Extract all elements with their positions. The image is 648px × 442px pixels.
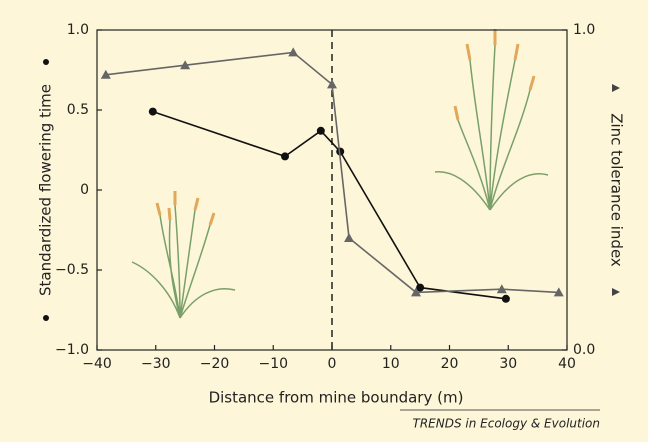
x-tick-label: −20 <box>200 356 230 372</box>
y2-axis-symbol <box>612 288 620 296</box>
marker <box>416 283 425 292</box>
y-tick-label: 1.0 <box>67 22 89 38</box>
x-tick-label: 0 <box>328 356 337 372</box>
marker <box>180 60 191 70</box>
x-tick-label: −30 <box>141 356 171 372</box>
marker <box>100 69 111 79</box>
series-line <box>105 51 559 294</box>
marker <box>148 107 157 116</box>
series-line <box>152 110 507 300</box>
marker <box>288 47 299 57</box>
marker <box>553 287 564 297</box>
marker <box>316 126 325 135</box>
x-tick-label: 10 <box>382 356 400 372</box>
y2-axis-symbol <box>612 84 620 92</box>
y-tick-label: 0 <box>80 182 89 198</box>
x-tick-label: 30 <box>499 356 517 372</box>
x-tick-label: 20 <box>441 356 459 372</box>
marker <box>327 79 337 89</box>
x-tick-label: 40 <box>558 356 576 372</box>
marker <box>496 284 507 294</box>
marker <box>281 152 289 161</box>
marker <box>411 287 422 297</box>
y-axis-symbol <box>43 315 49 321</box>
x-tick-label: −40 <box>82 356 112 372</box>
marker <box>344 233 355 242</box>
marker <box>501 294 510 303</box>
y2-tick-label: 0.0 <box>573 342 595 358</box>
x-tick-label: −10 <box>258 356 288 372</box>
x-axis-title: Distance from mine boundary (m) <box>209 389 464 407</box>
y2-tick-label: 1.0 <box>573 22 595 38</box>
y-axis-title: Standardized flowering time <box>37 84 55 296</box>
grass-illustration <box>131 29 549 319</box>
y-tick-label: −1.0 <box>55 342 89 358</box>
y-tick-label: −0.5 <box>55 262 89 278</box>
y2-axis-title: Zinc tolerance index <box>608 113 626 267</box>
y-axis-symbol <box>43 59 49 65</box>
y-tick-label: 0.5 <box>67 102 89 118</box>
source: TRENDS in Ecology & Evolution <box>412 417 600 431</box>
